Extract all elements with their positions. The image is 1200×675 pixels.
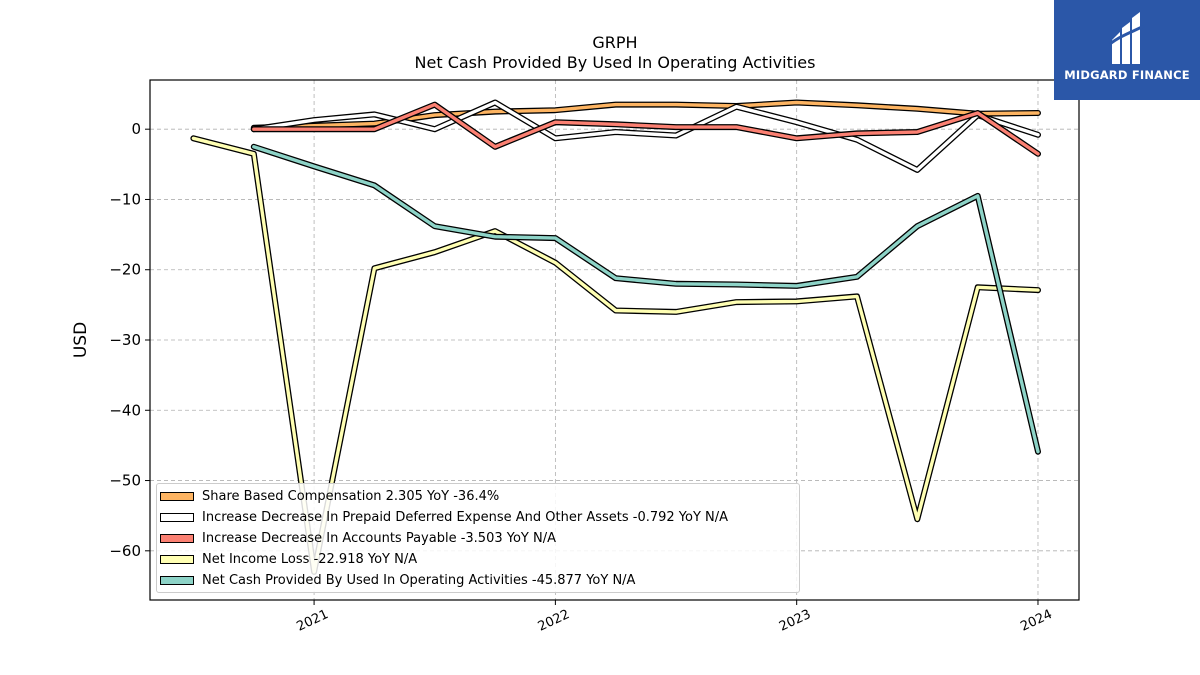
legend: Share Based Compensation 2.305 YoY -36.4… — [156, 483, 800, 593]
legend-item: Increase Decrease In Prepaid Deferred Ex… — [157, 507, 799, 528]
series-outline-1 — [250, 99, 1041, 173]
x-tick-label: 2023 — [777, 607, 813, 635]
x-tick-label: 2022 — [536, 607, 572, 635]
midgard-logo-icon — [1109, 12, 1145, 64]
x-tick-label: 2024 — [1018, 607, 1054, 635]
y-tick-label: −10 — [109, 190, 141, 208]
legend-swatch — [160, 513, 194, 522]
series-lines — [190, 99, 1041, 575]
axis-ticks: 0 −10 −20 −30 −40 −50 −60 2021 2022 2023 2024 — [109, 120, 1054, 634]
y-axis-label: USD — [71, 322, 91, 358]
y-tick-label: −50 — [109, 472, 141, 490]
grid — [150, 80, 1079, 600]
y-tick-label: −20 — [109, 261, 141, 279]
legend-swatch — [160, 534, 194, 543]
brand-logo: MIDGARD FINANCE — [1054, 0, 1200, 100]
legend-label: Increase Decrease In Prepaid Deferred Ex… — [202, 510, 729, 525]
chart-title: GRPH — [592, 33, 637, 52]
legend-item: Increase Decrease In Accounts Payable -3… — [157, 528, 799, 549]
series-line-0 — [252, 100, 1040, 130]
legend-swatch — [160, 555, 194, 564]
y-tick-label: 0 — [131, 120, 141, 138]
chart-subtitle: Net Cash Provided By Used In Operating A… — [415, 53, 816, 72]
y-tick-label: −60 — [109, 542, 141, 560]
series-line-4 — [252, 145, 1040, 454]
brand-name: MIDGARD FINANCE — [1064, 68, 1190, 82]
legend-label: Increase Decrease In Accounts Payable -3… — [202, 531, 556, 546]
legend-label: Net Income Loss -22.918 YoY N/A — [202, 552, 418, 567]
legend-item: Share Based Compensation 2.305 YoY -36.4… — [157, 486, 799, 507]
legend-label: Share Based Compensation 2.305 YoY -36.4… — [202, 489, 500, 504]
legend-swatch — [160, 492, 194, 501]
series-line-2 — [252, 102, 1040, 156]
y-tick-label: −30 — [109, 331, 141, 349]
y-tick-label: −40 — [109, 401, 141, 419]
x-tick-label: 2021 — [294, 607, 330, 635]
series-outline-4 — [250, 143, 1041, 455]
series-line-1 — [252, 100, 1040, 172]
series-line-3 — [191, 136, 1040, 574]
legend-item: Net Income Loss -22.918 YoY N/A — [157, 549, 799, 570]
legend-label: Net Cash Provided By Used In Operating A… — [202, 573, 636, 588]
legend-item: Net Cash Provided By Used In Operating A… — [157, 570, 799, 591]
legend-swatch — [160, 576, 194, 585]
